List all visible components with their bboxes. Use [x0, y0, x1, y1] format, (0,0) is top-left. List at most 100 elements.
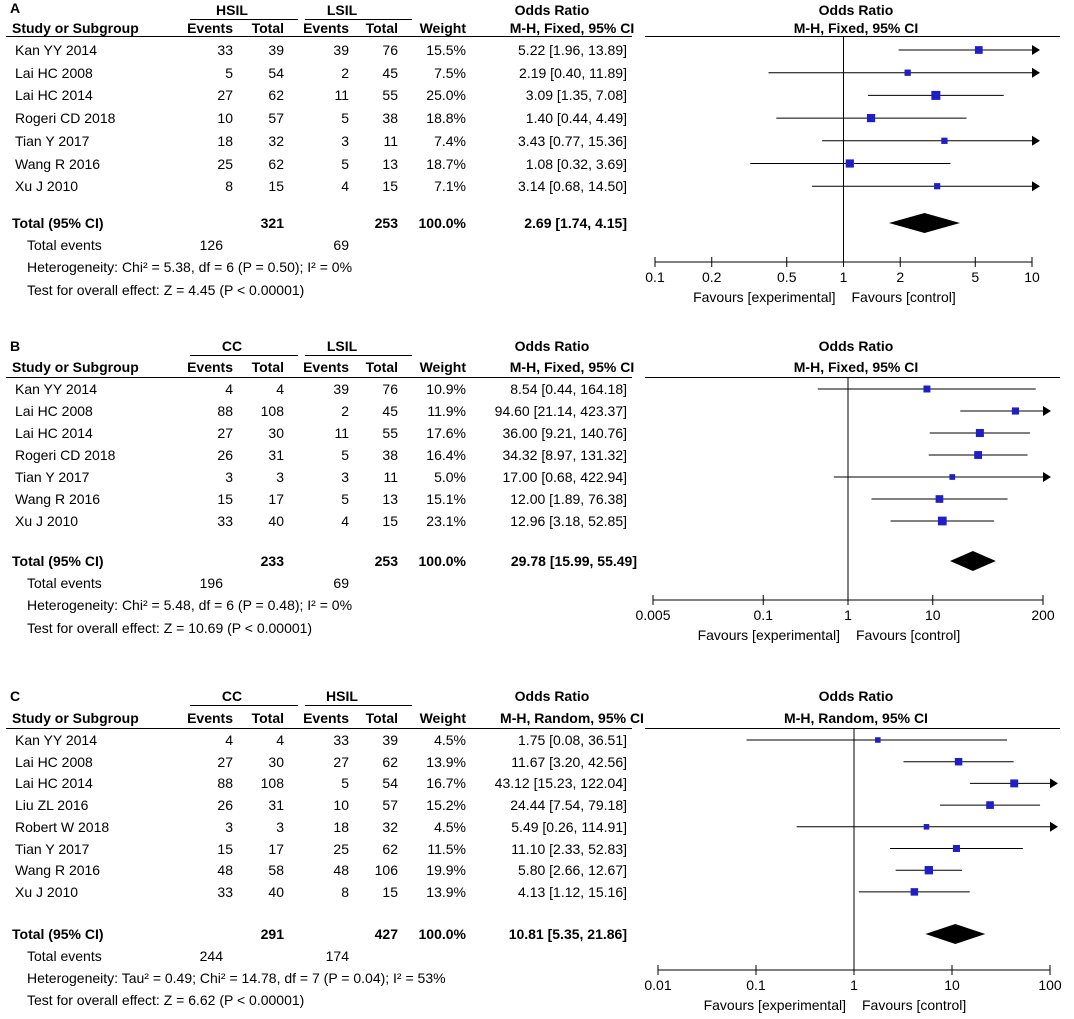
group1-total-header: Total [251, 20, 284, 36]
group1-total: 108 [260, 775, 284, 792]
group1-underline [190, 705, 298, 706]
study-square [954, 757, 963, 766]
ci-arrow-right [1043, 472, 1051, 482]
group2-total: 15 [382, 178, 398, 195]
favours-right-label: Favours [control] [852, 289, 956, 305]
plot-odds-ratio-title: Odds Ratio [818, 688, 894, 704]
study-weight: 5.0% [434, 469, 466, 485]
x-tick-label: 0.005 [635, 607, 670, 623]
method-header: M-H, Fixed, 95% CI [509, 20, 635, 36]
total-label: Total (95% CI) [12, 215, 104, 231]
study-square [910, 888, 919, 896]
group2-events: 39 [333, 42, 349, 58]
group1-events: 33 [217, 513, 233, 529]
group1-events: 5 [225, 64, 233, 81]
group1-events: 4 [225, 381, 233, 397]
study-square [923, 824, 930, 830]
group2-total: 55 [382, 425, 398, 441]
group1-total: 4 [276, 381, 284, 397]
overall-effect-text: Test for overall effect: Z = 10.69 (P < … [27, 620, 313, 636]
study-name: Rogeri CD 2018 [15, 110, 116, 127]
study-weight: 4.5% [434, 818, 466, 835]
group1-total: 31 [268, 447, 284, 463]
study-odds-ratio: 24.44 [7.54, 79.18] [510, 797, 627, 814]
group1-total: 30 [268, 425, 284, 441]
study-name: Robert W 2018 [15, 818, 110, 835]
group1-header: CC [221, 688, 243, 704]
group2-events: 5 [341, 775, 349, 792]
group1-events: 88 [217, 775, 233, 792]
ci-arrow-right [1050, 821, 1058, 832]
table-header-rule [6, 377, 632, 378]
study-odds-ratio: 5.49 [0.26, 114.91] [511, 818, 627, 835]
group2-events: 2 [341, 64, 349, 81]
study-square [937, 516, 947, 526]
group1-events: 3 [225, 818, 233, 835]
group1-events: 18 [217, 132, 233, 149]
study-weight: 4.5% [434, 732, 466, 748]
group1-events-header: Events [187, 359, 233, 375]
plot-method-header: M-H, Random, 95% CI [784, 710, 928, 726]
study-weight: 18.8% [426, 110, 466, 127]
group1-underline [190, 19, 298, 20]
study-odds-ratio: 5.22 [1.96, 13.89] [518, 42, 627, 58]
study-name: Lai HC 2014 [15, 775, 93, 792]
study-odds-ratio: 11.67 [3.20, 42.56] [511, 753, 627, 770]
group2-events: 18 [333, 818, 349, 835]
group2-events-header: Events [303, 710, 349, 726]
group2-total: 13 [382, 155, 398, 172]
study-odds-ratio: 36.00 [9.21, 140.76] [502, 425, 627, 441]
group1-events: 15 [217, 840, 233, 857]
ci-arrow-right [1032, 135, 1040, 146]
study-square [924, 866, 933, 875]
study-name: Lai HC 2014 [15, 87, 93, 104]
study-odds-ratio: 1.75 [0.08, 36.51] [518, 732, 627, 748]
group1-events: 88 [217, 403, 233, 419]
group1-events: 10 [217, 110, 233, 127]
group1-total: 17 [268, 491, 284, 507]
study-odds-ratio: 34.32 [8.97, 131.32] [502, 447, 627, 463]
group1-total: 57 [268, 110, 284, 127]
study-weight: 15.2% [426, 797, 466, 814]
study-odds-ratio: 2.19 [0.40, 11.89] [519, 64, 627, 81]
study-square [904, 69, 911, 76]
group1-total: 108 [260, 403, 284, 419]
group1-total: 17 [268, 840, 284, 857]
study-name: Lai HC 2008 [15, 403, 93, 419]
total-odds-ratio: 10.81 [5.35, 21.86] [508, 926, 627, 942]
study-square [931, 90, 941, 100]
study-square [923, 385, 931, 393]
group1-events: 4 [225, 732, 233, 748]
total-weight: 100.0% [418, 553, 466, 569]
study-name: Kan YY 2014 [15, 381, 98, 397]
group2-events: 11 [334, 425, 349, 441]
ci-arrow-right [1032, 45, 1040, 55]
group2-total: 45 [382, 64, 398, 81]
plot-method-header: M-H, Fixed, 95% CI [793, 359, 919, 375]
group1-total: 30 [268, 753, 284, 770]
study-square [986, 801, 994, 809]
study-name: Liu ZL 2016 [15, 797, 89, 814]
group1-events: 33 [217, 883, 233, 900]
study-square [974, 46, 983, 54]
panel-label: C [10, 688, 21, 704]
favours-right-label: Favours [control] [862, 997, 966, 1013]
group1-total: 58 [268, 862, 284, 879]
group2-total: 13 [382, 491, 398, 507]
group2-events: 25 [333, 840, 349, 857]
x-tick-label: 0.1 [746, 977, 766, 993]
study-odds-ratio: 1.40 [0.44, 4.49] [525, 110, 627, 127]
group2-events: 33 [333, 732, 349, 748]
weight-header: Weight [419, 20, 466, 36]
study-weight: 16.7% [426, 775, 466, 792]
study-name: Kan YY 2014 [15, 42, 98, 58]
plot-odds-ratio-title: Odds Ratio [818, 338, 894, 354]
odds-ratio-title: Odds Ratio [514, 2, 590, 18]
group2-total-sum: 427 [374, 926, 398, 942]
group1-events: 26 [217, 797, 233, 814]
group2-total: 54 [382, 775, 398, 792]
group2-events: 10 [333, 797, 349, 814]
x-tick-label: 10 [1024, 269, 1040, 285]
group1-total: 40 [268, 513, 284, 529]
group2-events: 5 [341, 447, 349, 463]
